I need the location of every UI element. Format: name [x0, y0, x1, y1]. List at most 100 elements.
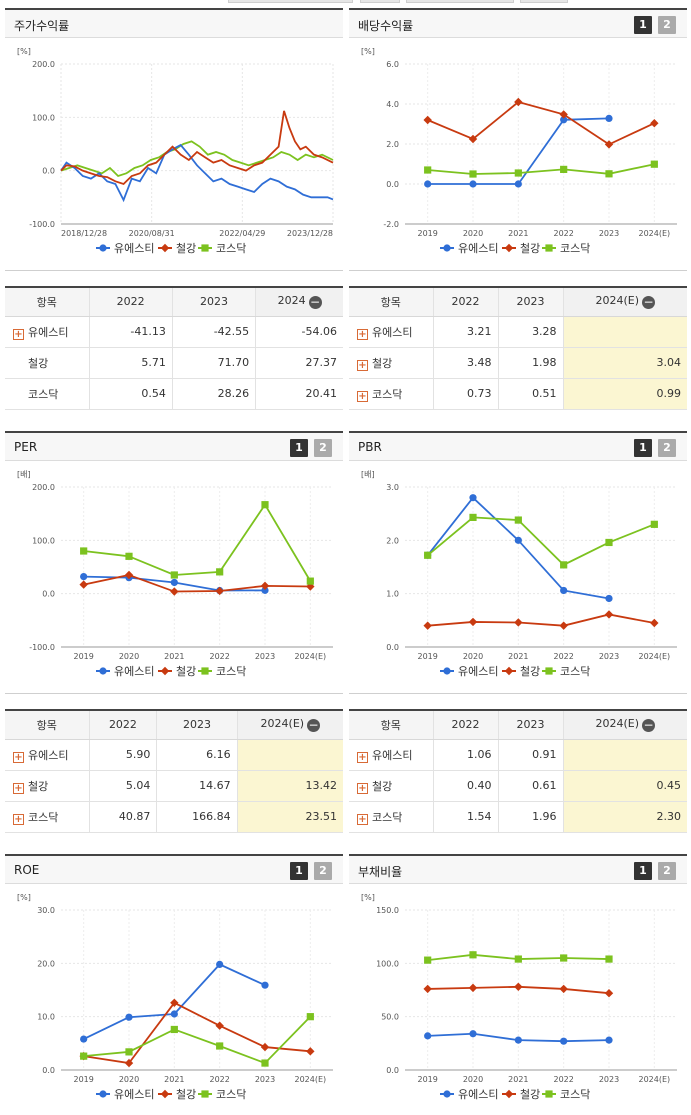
row-name-cell[interactable]: + 철강	[5, 770, 89, 802]
legend-marker-2	[201, 244, 209, 252]
x-tick-label: 2019	[73, 652, 93, 661]
data-point-1-5	[650, 618, 659, 628]
row-name-cell[interactable]: + 유에스티	[5, 739, 89, 771]
y-tick-label: 1.0	[386, 590, 399, 599]
data-point-2-1	[469, 170, 477, 178]
expand-plus-icon[interactable]: +	[357, 813, 368, 825]
x-tick-label: 2023	[599, 652, 619, 661]
expand-plus-icon[interactable]: +	[357, 782, 368, 794]
row-name-cell: + 코스닥	[5, 378, 89, 410]
column-header-label: 2022	[116, 295, 145, 309]
collapse-icon[interactable]: −	[642, 295, 656, 310]
row-name-cell[interactable]: + 유에스티	[349, 316, 433, 348]
row-name-cell[interactable]: + 유에스티	[349, 739, 433, 771]
collapse-icon[interactable]: −	[642, 718, 656, 733]
legend-marker-0	[443, 244, 451, 252]
collapse-icon[interactable]: −	[307, 718, 321, 733]
data-point-1-5	[306, 1047, 315, 1056]
expand-plus-icon[interactable]: +	[13, 751, 24, 763]
legend-marker-2	[545, 244, 553, 252]
row-name-cell[interactable]: + 코스닥	[349, 378, 433, 410]
table-cell: 0.73	[432, 378, 499, 410]
data-point-0-0	[424, 180, 432, 188]
table-row: + 코스닥 1.54 1.96 2.30	[349, 801, 687, 833]
top-tab-2[interactable]	[360, 0, 400, 3]
row-name-cell[interactable]: + 철강	[349, 347, 433, 379]
column-header: 2024(E) −	[562, 710, 687, 740]
page-1-button[interactable]: 1	[290, 862, 308, 880]
panel-header: 주가수익률	[5, 8, 343, 38]
column-header-label: 2024(E)	[595, 717, 640, 731]
per-chart: [배]200.0 100.0 0.0 -100.0 2019 2020 2021 2022 20…	[17, 470, 333, 678]
legend-label: 철강	[176, 242, 196, 255]
row-name: 철강	[28, 356, 49, 370]
page-2-button[interactable]: 2	[658, 862, 676, 880]
expand-plus-icon[interactable]: +	[357, 328, 368, 340]
y-tick-label: 0.0	[42, 590, 55, 599]
legend-label: 유에스티	[458, 665, 498, 678]
expand-plus-icon[interactable]: +	[13, 328, 24, 340]
page-2-button[interactable]: 2	[658, 439, 676, 457]
top-tab-4[interactable]	[520, 0, 568, 3]
table-row: + 철강 3.48 1.98 3.04	[349, 347, 687, 379]
data-point-2-5	[650, 520, 658, 528]
data-point-0-2	[170, 1010, 178, 1018]
panel-title: ROE	[14, 863, 40, 877]
data-point-0-2	[514, 1036, 522, 1044]
top-tab-1[interactable]	[228, 0, 353, 3]
row-name-cell[interactable]: + 코스닥	[5, 801, 89, 833]
expand-plus-icon[interactable]: +	[13, 813, 24, 825]
unit-label: [%]	[361, 893, 375, 902]
column-header: 2023	[497, 710, 564, 740]
page-1-button[interactable]: 1	[634, 439, 652, 457]
column-header: 항목	[5, 710, 89, 740]
series-line-1	[60, 110, 334, 186]
data-point-1-0	[423, 984, 432, 994]
row-name: 철강	[372, 779, 393, 793]
legend-label: 코스닥	[560, 665, 590, 678]
page-1-button[interactable]: 1	[290, 439, 308, 457]
x-tick-label: 2019	[417, 1075, 437, 1084]
row-name-cell[interactable]: + 철강	[349, 770, 433, 802]
legend-label: 철강	[520, 665, 540, 678]
legend-label: 철강	[520, 242, 540, 255]
table-row: + 코스닥 0.73 0.51 0.99	[349, 378, 687, 410]
row-name: 철강	[372, 356, 393, 370]
x-tick-label: 2020	[463, 229, 483, 238]
expand-plus-icon[interactable]: +	[357, 359, 368, 371]
legend-label: 유에스티	[458, 242, 498, 255]
top-tab-3[interactable]	[406, 0, 514, 3]
y-tick-label: 0.0	[42, 167, 55, 176]
legend-marker-1	[160, 666, 170, 676]
table-cell: 71.70	[171, 347, 256, 379]
data-point-0-2	[170, 578, 178, 587]
page-2-button[interactable]: 2	[314, 439, 332, 457]
row-name: 코스닥	[372, 387, 403, 401]
column-header: 항목	[349, 287, 433, 317]
page-1-button[interactable]: 1	[634, 16, 652, 34]
expand-plus-icon[interactable]: +	[357, 390, 368, 402]
series-line-1	[83, 574, 311, 593]
stock-return-table: 항목 2022 2023 2024− + 유에스티 -41.13-42.55-54.06 + 철…	[5, 286, 343, 410]
column-header: 2024(E) −	[236, 710, 343, 740]
row-name-cell[interactable]: + 코스닥	[349, 801, 433, 833]
data-point-1-1	[124, 570, 134, 580]
x-tick-label: 2021	[508, 652, 528, 661]
page-2-button[interactable]: 2	[314, 862, 332, 880]
data-point-2-3	[216, 568, 224, 576]
expand-plus-icon[interactable]: +	[13, 782, 24, 794]
page-2-button[interactable]: 2	[658, 16, 676, 34]
data-point-2-3	[216, 1042, 224, 1050]
data-point-0-1	[469, 180, 477, 188]
legend-label: 코스닥	[216, 665, 246, 678]
x-tick-label: 2023	[599, 229, 619, 238]
data-point-0-3	[560, 116, 568, 124]
legend-marker-0	[99, 1090, 107, 1098]
data-point-2-2	[170, 1025, 178, 1034]
data-point-0-3	[560, 1037, 568, 1045]
page-1-button[interactable]: 1	[634, 862, 652, 880]
collapse-icon[interactable]: −	[308, 295, 322, 310]
expand-plus-icon[interactable]: +	[357, 751, 368, 763]
row-name-cell[interactable]: + 유에스티	[5, 316, 89, 348]
